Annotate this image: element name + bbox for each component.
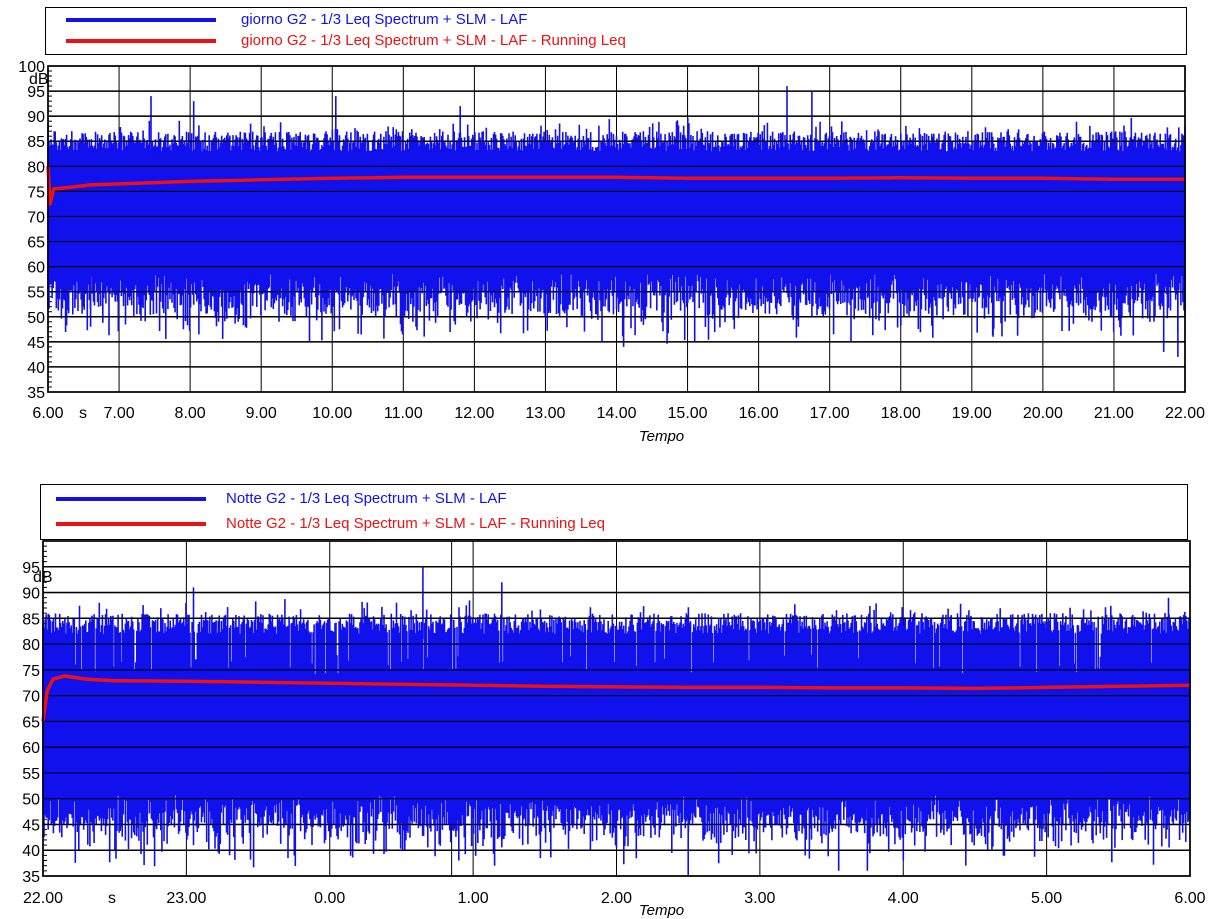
chart-notte: Notte G2 - 1/3 Leq Spectrum + SLM - LAF … — [0, 478, 1215, 919]
x-tick-label: 13.00 — [525, 405, 565, 422]
legend-notte: Notte G2 - 1/3 Leq Spectrum + SLM - LAF … — [40, 484, 1188, 540]
y-tick-label: 100 — [18, 59, 45, 76]
y-tick-label: 80 — [27, 159, 45, 176]
y-tick-label: 50 — [22, 792, 40, 809]
x-tick-label: 17.00 — [810, 405, 850, 422]
y-tick-label: 90 — [22, 586, 40, 603]
legend-giorno: giorno G2 - 1/3 Leq Spectrum + SLM - LAF… — [45, 7, 1187, 55]
y-tick-label: 80 — [22, 637, 40, 654]
legend-swatch-laf — [66, 18, 216, 22]
y-tick-label: 65 — [22, 714, 40, 731]
x-tick-label: 16.00 — [739, 405, 779, 422]
y-tick-label: 35 — [27, 385, 45, 402]
legend-label-laf: giorno G2 - 1/3 Leq Spectrum + SLM - LAF — [241, 11, 528, 28]
x-tick-label: 3.00 — [744, 890, 775, 907]
x-unit-label: s — [79, 405, 87, 422]
x-tick-label: 10.00 — [312, 405, 352, 422]
x-tick-label: 6.00 — [1174, 890, 1205, 907]
y-tick-label: 85 — [22, 611, 40, 628]
y-tick-label: 75 — [22, 663, 40, 680]
x-tick-label: 11.00 — [384, 405, 423, 422]
y-tick-label: 85 — [27, 134, 45, 151]
x-tick-label: 5.00 — [1031, 890, 1062, 907]
legend-swatch-running-leq — [66, 39, 216, 43]
series-running-leq — [46, 166, 1185, 206]
chart-giorno: giorno G2 - 1/3 Leq Spectrum + SLM - LAF… — [0, 0, 1215, 450]
y-tick-label: 35 — [22, 869, 40, 886]
x-tick-label: 18.00 — [881, 405, 921, 422]
y-tick-label: 45 — [22, 817, 40, 834]
y-tick-label: 65 — [27, 235, 45, 252]
y-tick-label: 40 — [22, 843, 40, 860]
x-tick-label: 22.00 — [23, 890, 63, 907]
x-tick-label: 9.00 — [246, 405, 277, 422]
x-unit-label: s — [108, 890, 116, 907]
y-tick-label: 60 — [22, 740, 40, 757]
y-unit-label: dB — [33, 569, 53, 586]
legend-swatch-laf — [56, 497, 206, 501]
legend-row-laf: Notte G2 - 1/3 Leq Spectrum + SLM - LAF — [41, 489, 1187, 509]
y-tick-label: 70 — [27, 209, 45, 226]
y-tick-label: 40 — [27, 360, 45, 377]
legend-label-running-leq: Notte G2 - 1/3 Leq Spectrum + SLM - LAF … — [226, 515, 605, 532]
x-tick-label: 22.00 — [1165, 405, 1205, 422]
y-tick-label: 75 — [27, 184, 45, 201]
y-unit-label: dB — [29, 71, 49, 88]
x-axis-title: Tempo — [639, 902, 684, 919]
legend-row-running-leq: Notte G2 - 1/3 Leq Spectrum + SLM - LAF … — [41, 514, 1187, 534]
series-running-leq — [41, 674, 1191, 722]
y-tick-label: 55 — [22, 766, 40, 783]
legend-row-laf: giorno G2 - 1/3 Leq Spectrum + SLM - LAF — [46, 10, 1186, 30]
x-tick-label: 15.00 — [668, 405, 708, 422]
x-tick-label: 14.00 — [596, 405, 636, 422]
x-axis-title: Tempo — [639, 428, 684, 445]
legend-label-running-leq: giorno G2 - 1/3 Leq Spectrum + SLM - LAF… — [241, 32, 626, 49]
y-tick-label: 55 — [27, 285, 45, 302]
x-tick-label: 19.00 — [952, 405, 992, 422]
x-tick-label: 1.00 — [458, 890, 489, 907]
legend-label-laf: Notte G2 - 1/3 Leq Spectrum + SLM - LAF — [226, 490, 507, 507]
y-tick-label: 45 — [27, 335, 45, 352]
x-tick-label: 2.00 — [601, 890, 632, 907]
y-tick-label: 50 — [27, 310, 45, 327]
plot-frame-top — [47, 65, 1186, 393]
x-tick-label: 12.00 — [454, 405, 494, 422]
y-tick-label: 95 — [27, 84, 45, 101]
x-tick-label: 6.00 — [32, 405, 63, 422]
y-tick-label: 90 — [27, 109, 45, 126]
x-tick-label: 21.00 — [1094, 405, 1134, 422]
legend-row-running-leq: giorno G2 - 1/3 Leq Spectrum + SLM - LAF… — [46, 31, 1186, 51]
x-tick-label: 8.00 — [175, 405, 206, 422]
x-tick-label: 7.00 — [103, 405, 134, 422]
x-tick-label: 4.00 — [888, 890, 919, 907]
x-tick-label: 0.00 — [314, 890, 345, 907]
y-tick-label: 95 — [22, 560, 40, 577]
legend-swatch-running-leq — [56, 522, 206, 526]
y-tick-label: 60 — [27, 260, 45, 277]
y-tick-label: 70 — [22, 689, 40, 706]
x-tick-label: 23.00 — [166, 890, 206, 907]
x-tick-label: 20.00 — [1023, 405, 1063, 422]
plot-frame-top — [42, 540, 1191, 877]
